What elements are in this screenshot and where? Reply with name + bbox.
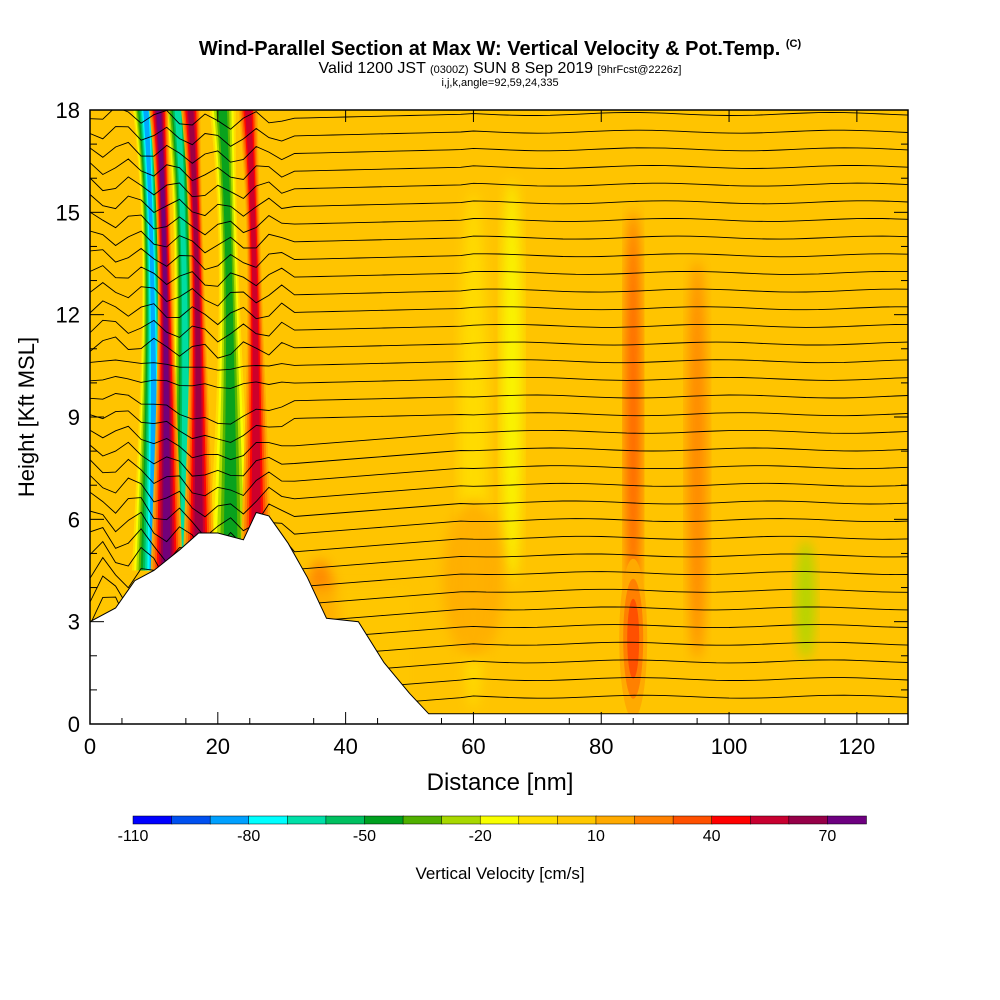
theta-contour [90,677,908,724]
updraft-plume [187,110,204,571]
colorbar-swatch [672,815,713,825]
theta-contour [90,211,908,236]
field-patch [795,540,816,660]
colorbar-swatch [827,815,867,825]
colorbar-tick-label: 10 [587,828,605,845]
colorbar-title: Vertical Velocity [cm/s] [415,864,585,883]
theta-contour [90,230,908,254]
downdraft-plume [143,110,159,571]
theta-contour [90,410,908,443]
y-tick-label: 15 [56,200,80,225]
colorbar-swatch [287,815,327,825]
x-tick-label: 120 [839,734,876,759]
field-patch [443,500,504,660]
colorbar-tick-label: -110 [117,828,149,845]
theta-contour [90,393,908,425]
colorbar-swatch [364,815,404,825]
valid-zulu: (0300Z) [430,64,469,76]
theta-contour [90,474,908,518]
colorbar-swatch [711,815,752,825]
theta-contour [90,300,908,326]
axes: 0 20 40 60 80 100 120 0 3 6 9 12 15 18 [56,98,908,759]
theta-contour [90,336,908,359]
chart-subtitle: Valid 1200 JST (0300Z) SUN 8 Sep 2019 [9… [0,60,1000,78]
colorbar-swatch [209,815,250,825]
colorbar-tick-label: -50 [352,828,377,845]
y-tick-label: 12 [56,303,80,328]
colorbar-swatch [248,815,289,825]
theta-contour [90,158,908,182]
theta-contour [90,491,908,538]
theta-contour [90,458,908,497]
y-tick-label: 9 [68,405,80,430]
x-tick-label: 20 [206,734,230,759]
x-tick-label: 60 [461,734,485,759]
colorbar-swatch [325,815,366,825]
updraft-plume [244,110,262,571]
section-params: i,j,k,angle=92,59,24,335 [441,77,559,89]
x-tick-label: 0 [84,734,96,759]
theta-contour [90,247,908,271]
x-tick-label: 80 [589,734,613,759]
theta-contour [90,265,908,287]
downdraft-plume [218,110,238,571]
theta-contour [90,194,908,217]
field-patch [625,210,642,630]
theta-contour [90,319,908,343]
field-patch [687,260,708,660]
y-tick-label: 18 [56,98,80,123]
theta-contour [90,282,908,307]
y-tick-label: 6 [68,507,80,532]
colorbar-swatch [441,815,481,825]
y-axis-label: Height [Kft MSL] [14,337,39,497]
colorbar-swatch [634,815,674,825]
colorbar-tick-label: 70 [818,828,837,845]
theta-contour [90,110,908,130]
valid-date: SUN 8 Sep 2019 [473,60,594,77]
y-tick-label: 3 [68,610,80,635]
theta-contour [90,425,908,461]
valid-time: Valid 1200 JST [318,60,426,77]
x-axis-label: Distance [nm] [427,769,574,796]
colorbar-swatch [171,815,211,825]
colorbar-swatch [402,815,443,825]
field-patch [501,180,522,580]
forecast-info: [9hrFcst@2226z] [597,64,682,76]
x-tick-label: 40 [333,734,357,759]
terrain [89,511,909,725]
theta-contour [90,176,908,200]
theta-contour [90,441,908,477]
colorbar-swatch [557,815,597,825]
colorbar-swatch [595,815,636,825]
colorbar-tick-label: 40 [702,828,721,845]
colorbar-tick-label: -20 [468,828,492,845]
colorbar-swatch [479,815,520,825]
updraft-plume [627,598,640,679]
y-tick-label: 0 [68,712,80,737]
theta-contours [90,110,908,724]
colorbar-swatch [132,815,173,825]
theta-contour [90,359,908,371]
theta-contour [90,126,908,147]
theta-contour [90,376,908,389]
chart-title: Wind-Parallel Section at Max W: Vertical… [0,38,1000,61]
updraft-plume [156,110,171,571]
theta-contour [90,141,908,164]
x-tick-label: 100 [711,734,748,759]
colorbar-tick-label: -80 [237,828,261,845]
chart-title-text: Wind-Parallel Section at Max W: Vertical… [198,38,781,60]
colorbar [132,815,867,825]
colorbar-swatch [750,815,790,825]
chart-title-mark: (C) [785,38,802,50]
colorbar-swatch [788,815,829,825]
colorbar-swatch [518,815,559,825]
